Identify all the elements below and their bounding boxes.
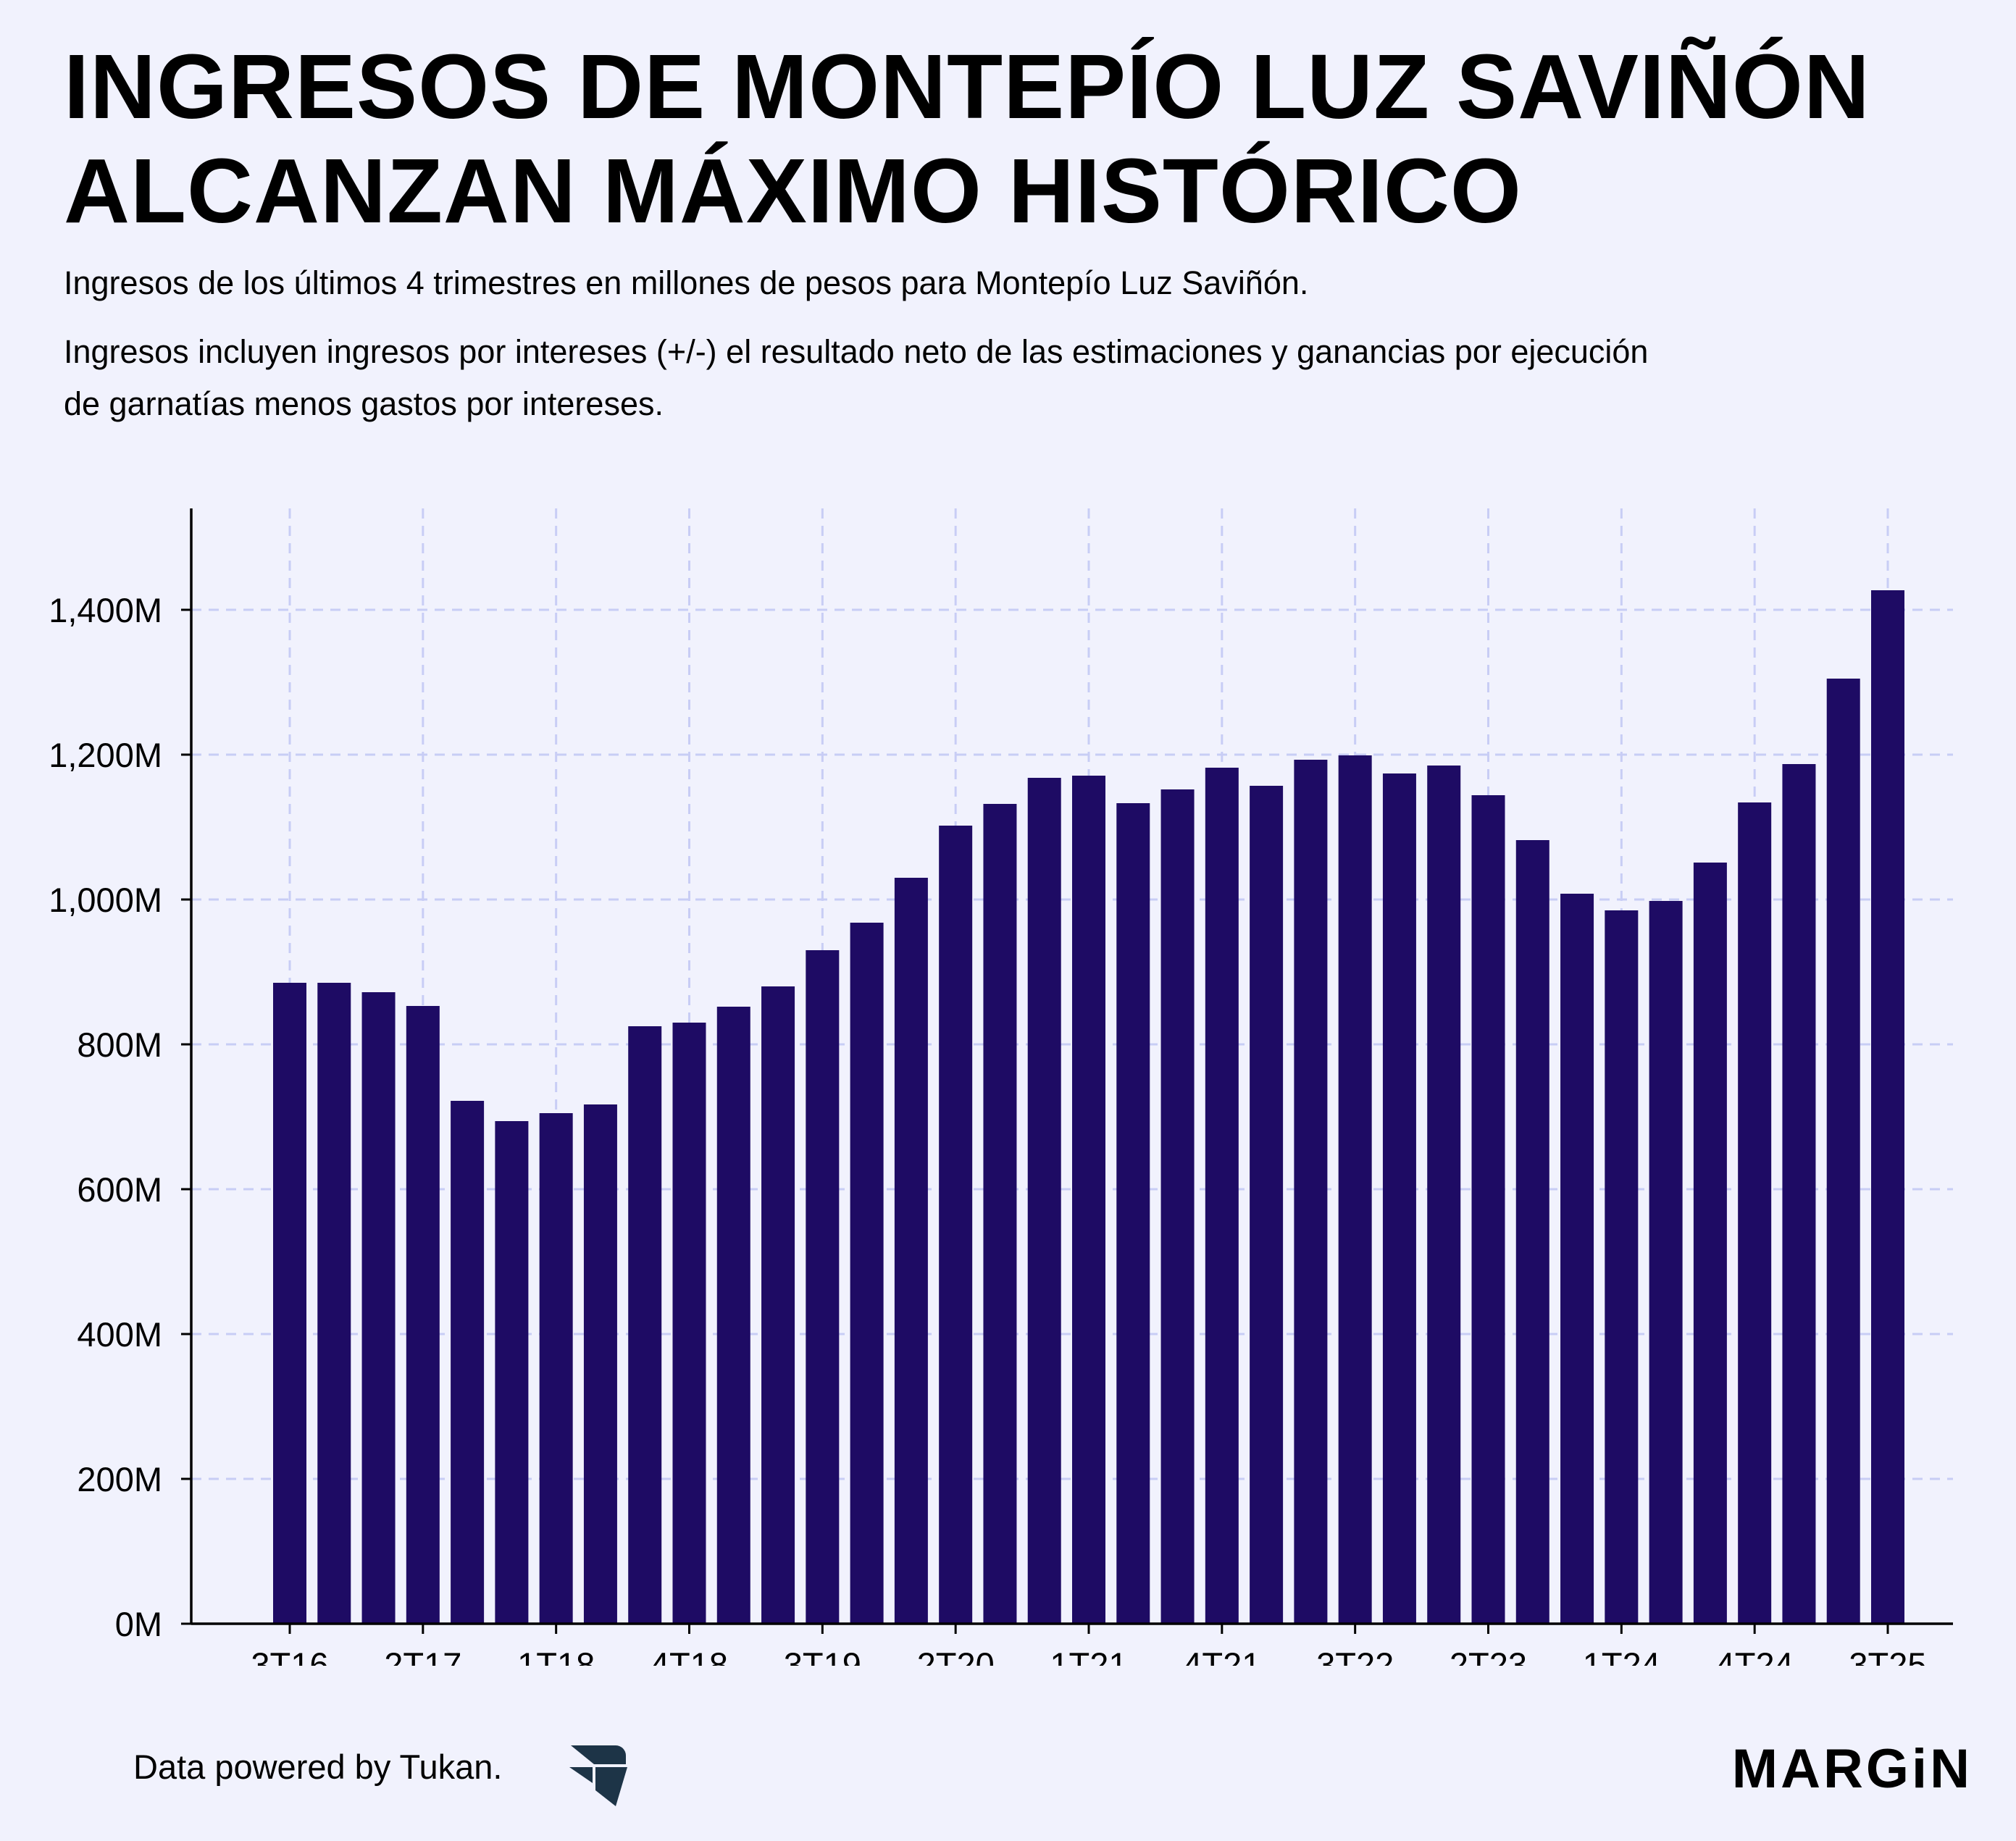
y-tick-label: 600M (77, 1170, 162, 1209)
x-tick-label: 1T24 (1583, 1645, 1660, 1666)
bar (1294, 760, 1328, 1624)
bar (761, 986, 795, 1624)
bar (1649, 901, 1683, 1624)
axes (181, 508, 1953, 1634)
data-credit: Data powered by Tukan. (133, 1748, 503, 1786)
bar (1693, 863, 1727, 1624)
bar (850, 923, 884, 1624)
subtitle-note: Ingresos incluyen ingresos por intereses… (64, 326, 1947, 430)
bar (672, 1023, 706, 1624)
x-tick-label: 3T25 (1849, 1645, 1926, 1666)
bar (1027, 778, 1061, 1624)
bar (1605, 910, 1639, 1624)
bar (1160, 789, 1195, 1624)
subtitle-description: Ingresos de los últimos 4 trimestres en … (64, 264, 1309, 301)
bar (1782, 764, 1816, 1624)
margin-logo: MARGiN (1731, 1738, 1973, 1800)
bar (583, 1104, 617, 1624)
y-tick-label: 200M (77, 1460, 162, 1498)
bar (1515, 840, 1549, 1624)
bar (1738, 802, 1772, 1624)
x-tick-label: 4T24 (1716, 1645, 1794, 1666)
bar (495, 1121, 529, 1624)
bar (317, 983, 351, 1624)
subtitle-note-line-1: Ingresos incluyen ingresos por intereses… (64, 333, 1649, 370)
bar (1072, 776, 1105, 1624)
bar (983, 804, 1017, 1624)
bar (628, 1026, 662, 1624)
x-tick-label: 4T21 (1183, 1645, 1260, 1666)
title-line-1: INGRESOS DE MONTEPÍO LUZ SAVIÑÓN (64, 35, 1870, 138)
bars (273, 590, 1904, 1624)
x-tick-label: 3T22 (1316, 1645, 1394, 1666)
bar (406, 1006, 440, 1624)
y-tick-label: 800M (77, 1026, 162, 1064)
bar (539, 1113, 573, 1624)
x-tick-label: 4T18 (651, 1645, 728, 1666)
bar (273, 983, 306, 1624)
bar (894, 878, 928, 1624)
bar (716, 1007, 750, 1624)
tukan-logo-icon (569, 1745, 627, 1806)
bar (1205, 768, 1239, 1624)
tick-labels: 0M 200M 400M 600M 800M 1,000M 1,200M 1,400M 3T16… (49, 591, 1926, 1666)
bar (361, 992, 396, 1624)
y-tick-label: 400M (77, 1315, 162, 1354)
x-tick-label: 3T16 (251, 1645, 328, 1666)
title-line-2: ALCANZAN MÁXIMO HISTÓRICO (64, 140, 1522, 242)
y-tick-label: 1,000M (49, 881, 162, 919)
subtitle-note-line-2: de garnatías menos gastos por intereses. (64, 385, 664, 422)
bar (939, 826, 973, 1624)
bar (1471, 795, 1505, 1624)
bar (1250, 786, 1284, 1624)
x-tick-label: 2T20 (917, 1645, 995, 1666)
bar (1382, 773, 1416, 1624)
y-tick-label: 1,400M (49, 591, 162, 629)
x-tick-label: 1T21 (1050, 1645, 1127, 1666)
bar (1116, 803, 1150, 1624)
bar (1560, 894, 1594, 1624)
x-tick-label: 3T19 (784, 1645, 861, 1666)
y-tick-label: 1,200M (49, 736, 162, 774)
bar (806, 950, 840, 1624)
bar (1871, 590, 1904, 1624)
x-tick-label: 2T17 (384, 1645, 461, 1666)
x-tick-label: 2T23 (1450, 1645, 1527, 1666)
bar (1427, 766, 1461, 1624)
y-tick-label: 0M (115, 1605, 162, 1643)
bar-chart: 0M 200M 400M 600M 800M 1,000M 1,200M 1,400M 3T16… (49, 508, 1953, 1666)
bar (1826, 679, 1860, 1624)
bar (451, 1101, 485, 1624)
chart-title: INGRESOS DE MONTEPÍO LUZ SAVIÑÓN ALCANZA… (64, 35, 1983, 243)
x-tick-label: 1T18 (517, 1645, 595, 1666)
bar (1338, 755, 1372, 1624)
